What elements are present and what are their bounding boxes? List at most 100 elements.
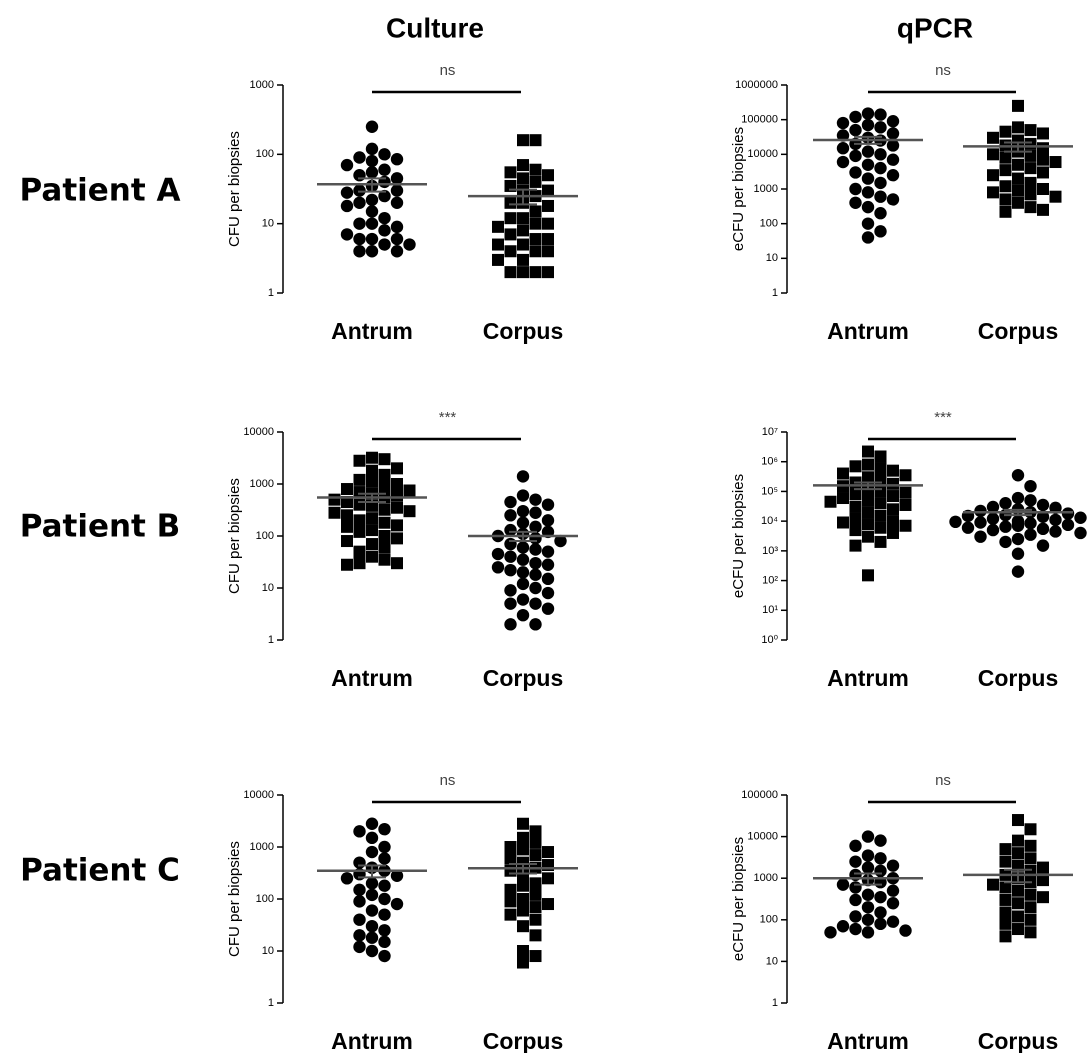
data-point	[529, 205, 542, 218]
data-point	[1024, 149, 1037, 162]
y-tick-label: 10	[766, 955, 778, 967]
data-point	[542, 898, 554, 911]
data-point	[391, 501, 403, 514]
y-axis-label: CFU per biopsies	[226, 478, 243, 594]
data-point	[517, 831, 529, 844]
data-point	[529, 543, 542, 556]
data-point	[541, 572, 555, 586]
y-axis-label: CFU per biopsies	[226, 841, 243, 957]
data-point	[541, 586, 555, 600]
data-point	[504, 166, 517, 179]
x-tick-label: Antrum	[331, 318, 413, 344]
data-point	[837, 492, 849, 505]
data-point	[378, 935, 391, 949]
data-point	[517, 172, 529, 185]
data-point	[849, 460, 862, 473]
data-point	[529, 568, 542, 581]
y-tick-label: 1	[268, 634, 274, 646]
data-point	[836, 142, 850, 155]
data-point	[378, 892, 391, 906]
y-tick-label: 100	[256, 893, 274, 905]
data-point	[861, 926, 875, 939]
data-point	[887, 490, 899, 503]
data-point	[861, 107, 875, 120]
data-point	[862, 530, 874, 543]
y-axis-label: CFU per biopsies	[226, 131, 243, 247]
data-point	[1036, 522, 1050, 536]
data-point	[366, 550, 378, 563]
data-point	[887, 464, 899, 477]
data-point	[874, 834, 887, 847]
data-point	[886, 115, 900, 128]
data-point	[987, 148, 999, 161]
data-point	[542, 266, 554, 279]
data-point	[516, 516, 530, 529]
data-point	[999, 497, 1012, 510]
data-point	[504, 537, 517, 551]
data-point	[516, 504, 530, 518]
data-point	[986, 500, 1000, 514]
data-point	[837, 516, 849, 529]
data-point	[517, 920, 529, 933]
data-point	[999, 881, 1012, 894]
data-point	[353, 525, 366, 538]
data-point	[999, 205, 1012, 218]
data-point	[378, 453, 391, 466]
data-point	[861, 830, 875, 843]
data-point	[987, 186, 999, 199]
y-tick-label: 100000	[741, 114, 778, 126]
data-point	[874, 509, 887, 522]
y-tick-label: 10	[262, 582, 274, 594]
data-point	[378, 924, 391, 937]
data-point	[899, 469, 912, 482]
y-tick-label: 10³	[762, 545, 778, 557]
data-point	[516, 608, 530, 622]
data-point	[1012, 859, 1024, 872]
data-point	[999, 535, 1012, 549]
data-point	[378, 541, 391, 554]
data-point	[824, 926, 837, 939]
data-point	[504, 908, 517, 921]
data-point	[887, 477, 899, 490]
data-point	[999, 906, 1012, 919]
data-point	[1036, 510, 1050, 524]
data-point	[341, 483, 353, 496]
data-point	[366, 475, 378, 488]
data-point	[542, 846, 554, 859]
data-point	[862, 518, 874, 531]
data-point	[1049, 525, 1062, 538]
data-point	[1012, 847, 1024, 860]
data-point	[516, 593, 530, 606]
data-point	[1024, 188, 1037, 201]
data-point	[516, 553, 530, 566]
data-point	[1024, 137, 1037, 150]
data-point	[1037, 861, 1049, 874]
data-point	[1024, 528, 1037, 541]
data-point	[874, 473, 887, 486]
data-point	[849, 110, 862, 124]
data-point	[390, 897, 404, 911]
data-point	[492, 238, 504, 251]
data-point	[504, 883, 517, 896]
data-point	[403, 238, 416, 251]
data-point	[1024, 479, 1037, 493]
significance-label: ***	[934, 409, 952, 426]
data-point	[353, 473, 366, 486]
data-point	[353, 454, 366, 467]
data-point	[1024, 926, 1037, 939]
y-axis-label: eCFU per biopsies	[730, 127, 747, 251]
data-point	[529, 233, 542, 246]
data-point	[504, 495, 517, 509]
x-tick-label: Antrum	[827, 318, 909, 344]
data-point	[492, 220, 504, 233]
data-point	[836, 878, 850, 891]
data-point	[390, 153, 404, 166]
data-point	[999, 855, 1012, 868]
data-point	[517, 956, 529, 969]
data-point	[861, 849, 875, 862]
y-tick-label: 10000	[747, 831, 778, 843]
data-point	[365, 845, 379, 859]
data-point	[887, 503, 899, 516]
data-point	[874, 108, 887, 121]
data-point	[353, 217, 366, 230]
